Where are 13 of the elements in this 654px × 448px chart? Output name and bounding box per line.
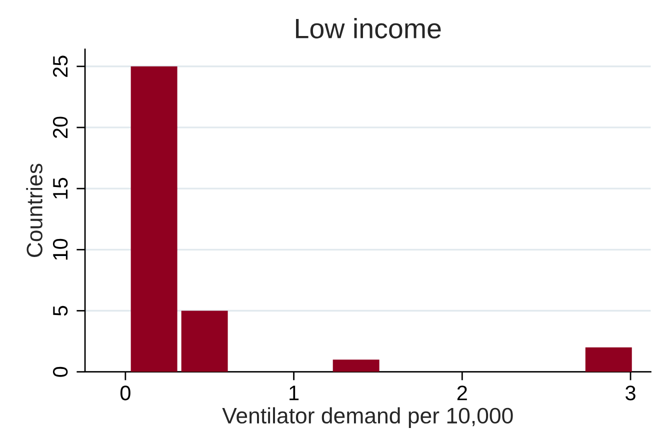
x-tick-label: 0 <box>120 386 130 400</box>
y-axis-title: Countries <box>26 164 42 257</box>
x-axis-title: Ventilator demand per 10,000 <box>222 407 513 428</box>
y-tick-label: 0 <box>52 366 68 377</box>
chart-title: Low income <box>296 18 441 38</box>
y-tick-label: 20 <box>52 116 68 138</box>
y-tick-label: 25 <box>52 56 68 77</box>
y-tick-label: 15 <box>53 178 68 199</box>
x-tick-label: 2 <box>457 386 467 400</box>
x-tick-label: 3 <box>626 386 636 400</box>
x-tick-label: 1 <box>290 386 299 400</box>
y-tick-label: 10 <box>52 238 68 260</box>
y-tick-label: 5 <box>53 306 68 316</box>
